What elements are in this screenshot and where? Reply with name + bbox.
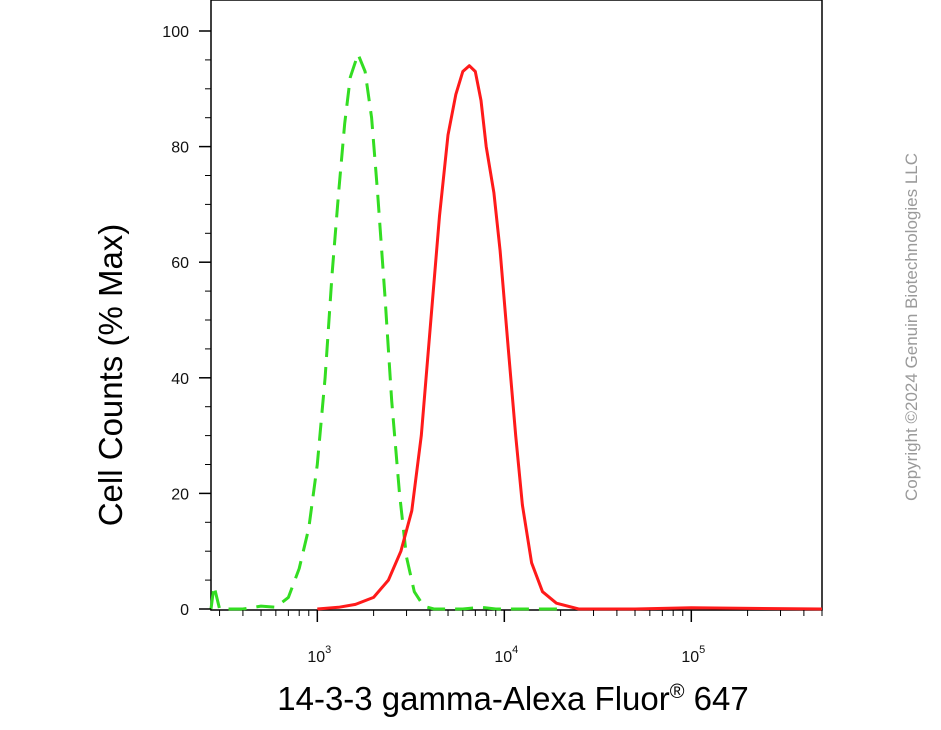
y-axis-title: Cell Counts (% Max) — [92, 224, 129, 527]
x-axis: 103 104 105 — [219, 610, 823, 666]
y-tick-label: 20 — [171, 486, 189, 503]
x-axis-title: 14-3-3 gamma-Alexa Fluor® 647 — [277, 680, 748, 717]
y-tick-label: 100 — [162, 24, 189, 41]
y-tick-label: 0 — [180, 602, 189, 619]
y-axis: 0 20 40 60 80 100 — [162, 24, 211, 619]
x-axis-title-registered-mark: ® — [670, 681, 685, 703]
copyright-watermark: Copyright ©2024 Genuin Biotechnologies L… — [902, 153, 921, 501]
x-tick-label: 103 — [307, 644, 331, 666]
histogram-series-line — [317, 64, 823, 611]
y-tick-label: 80 — [171, 140, 189, 157]
y-tick-label: 40 — [171, 371, 189, 388]
x-axis-title-main: 14-3-3 gamma-Alexa Fluor — [277, 680, 670, 717]
x-tick-label: 104 — [494, 644, 518, 666]
y-tick-label: 60 — [171, 255, 189, 272]
x-tick-label: 105 — [681, 644, 705, 666]
histogram-series-line — [209, 52, 561, 611]
x-axis-title-tail: 647 — [685, 680, 749, 717]
plot-area — [209, 0, 823, 611]
plot-frame — [210, 0, 823, 611]
